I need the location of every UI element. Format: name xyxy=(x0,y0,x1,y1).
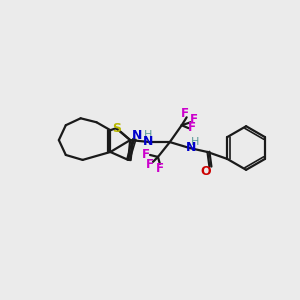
Text: F: F xyxy=(146,158,154,171)
Text: F: F xyxy=(190,113,198,126)
Text: N: N xyxy=(185,140,196,154)
Text: F: F xyxy=(181,107,189,120)
Text: F: F xyxy=(142,148,150,161)
Text: H: H xyxy=(144,130,152,140)
Text: H: H xyxy=(190,137,199,147)
Text: O: O xyxy=(200,165,211,178)
Text: S: S xyxy=(112,122,121,135)
Text: N: N xyxy=(132,129,142,142)
Text: N: N xyxy=(143,135,153,148)
Text: F: F xyxy=(156,162,164,175)
Text: F: F xyxy=(188,121,196,134)
